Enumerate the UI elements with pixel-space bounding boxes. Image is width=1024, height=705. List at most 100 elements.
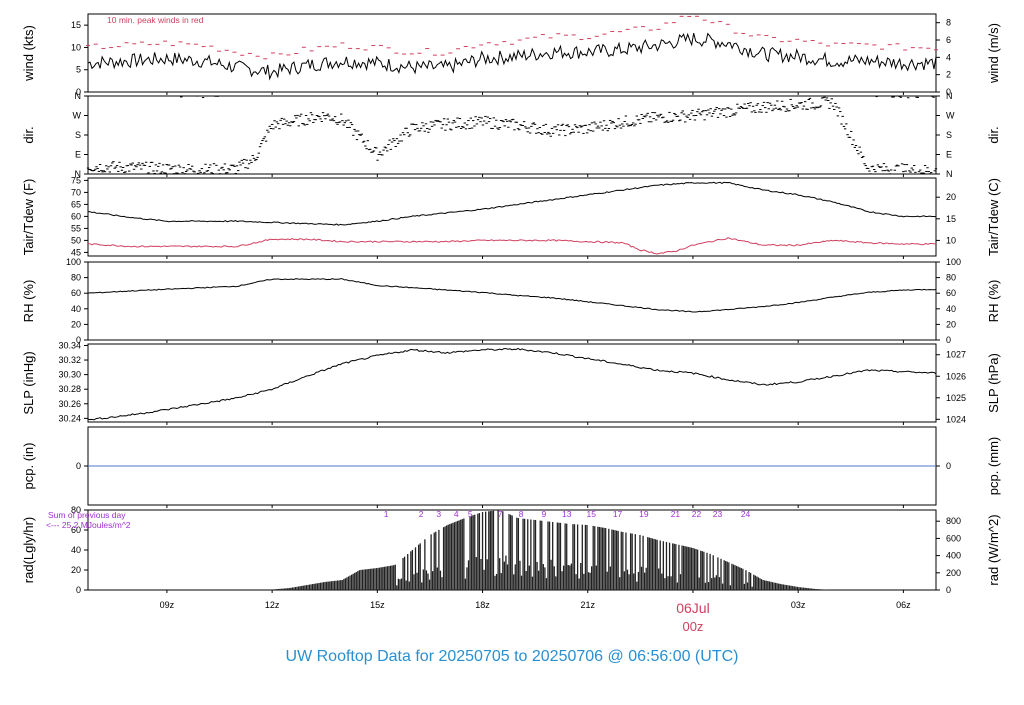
temp-air-series xyxy=(87,181,937,226)
slp-right-tick-label: 1027 xyxy=(946,350,966,360)
rad-hour-label: 2 xyxy=(419,509,424,519)
rad-left-tick-label: 20 xyxy=(71,565,81,575)
dir-left-tick-label: S xyxy=(75,130,81,140)
x-tick-label: 15z xyxy=(370,600,385,610)
temp-left-tick-label: 45 xyxy=(71,247,81,257)
wind-ylabel-left: wind (kts) xyxy=(21,25,36,82)
dir-right-tick-label: W xyxy=(946,111,955,121)
wind-left-tick-label: 15 xyxy=(71,20,81,30)
rad-right-tick-label: 600 xyxy=(946,533,961,543)
wind-right-tick-label: 8 xyxy=(946,18,951,28)
rad-right-tick-label: 0 xyxy=(946,585,951,595)
rad-hour-label: 21 xyxy=(671,509,681,519)
pcp-ylabel-right: pcp. (mm) xyxy=(986,437,1001,496)
rad-left-tick-label: 80 xyxy=(71,505,81,515)
rh-left-tick-label: 60 xyxy=(71,288,81,298)
rad-hour-label: 3 xyxy=(436,509,441,519)
dir-right-tick-label: N xyxy=(946,169,953,179)
rad-left-tick-label: 0 xyxy=(76,585,81,595)
x-tick-label: 09z xyxy=(160,600,175,610)
rh-right-tick-label: 0 xyxy=(946,335,951,345)
x-tick-label: 18z xyxy=(475,600,490,610)
rad-hour-label: 4 xyxy=(454,509,459,519)
rad-hour-label: 13 xyxy=(562,509,572,519)
temp-right-tick-label: 20 xyxy=(946,192,956,202)
page-title: UW Rooftop Data for 20250705 to 20250706… xyxy=(285,648,739,665)
dir-left-tick-label: N xyxy=(75,169,82,179)
rad-hour-label: 9 xyxy=(542,509,547,519)
slp-ylabel-left: SLP (inHg) xyxy=(21,351,36,414)
slp-right-tick-label: 1025 xyxy=(946,393,966,403)
wind-speed-series xyxy=(87,32,937,81)
rh-ylabel-left: RH (%) xyxy=(21,280,36,323)
pcp-ylabel-left: pcp. (in) xyxy=(21,443,36,490)
wind-right-tick-label: 0 xyxy=(946,87,951,97)
x-tick-label: 12z xyxy=(265,600,280,610)
slp-left-tick-label: 30.28 xyxy=(58,384,81,394)
x-tick-label: 06z xyxy=(896,600,911,610)
rad-hour-label: 7 xyxy=(498,509,503,519)
slp-frame xyxy=(87,343,937,423)
temp-left-tick-label: 70 xyxy=(71,187,81,197)
x-tick-label: 03z xyxy=(791,600,806,610)
pcp-right-tick-label: 0 xyxy=(946,461,951,471)
dir-right-tick-label: N xyxy=(946,91,953,101)
rad-left-tick-label: 40 xyxy=(71,545,81,555)
temp-dew-series xyxy=(87,237,937,255)
dir-left-tick-label: N xyxy=(75,91,82,101)
dir-right-tick-label: E xyxy=(946,150,952,160)
rh-left-tick-label: 0 xyxy=(76,335,81,345)
slp-left-tick-label: 30.30 xyxy=(58,370,81,380)
rad-note-line2: <--- 25.2 MJoules/m^2 xyxy=(46,520,131,530)
temp-ylabel-left: Tair/Tdew (F) xyxy=(21,179,36,256)
dir-ylabel-left: dir. xyxy=(21,126,36,143)
wind-right-tick-label: 4 xyxy=(946,52,951,62)
dir-frame xyxy=(87,95,937,175)
wind-frame xyxy=(87,13,937,93)
temp-left-tick-label: 65 xyxy=(71,199,81,209)
rh-right-tick-label: 80 xyxy=(946,273,956,283)
rh-left-tick-label: 40 xyxy=(71,304,81,314)
wind-ylabel-right: wind (m/s) xyxy=(986,23,1001,84)
wind-left-tick-label: 10 xyxy=(71,42,81,52)
slp-left-tick-label: 30.32 xyxy=(58,355,81,365)
wind-annotation: 10 min. peak winds in red xyxy=(107,15,204,25)
wind-left-tick-label: 0 xyxy=(76,87,81,97)
rad-note-line1: Sum of previous day xyxy=(48,510,126,520)
rad-hour-label: 23 xyxy=(713,509,723,519)
slp-left-tick-label: 30.26 xyxy=(58,399,81,409)
temp-left-tick-label: 75 xyxy=(71,175,81,185)
pcp-left-tick-label: 0 xyxy=(76,461,81,471)
rh-right-tick-label: 60 xyxy=(946,288,956,298)
rad-hour-label: 1 xyxy=(384,509,389,519)
rh-left-tick-label: 100 xyxy=(66,257,81,267)
slp-left-tick-label: 30.34 xyxy=(58,340,81,350)
dir-left-tick-label: W xyxy=(73,111,82,121)
rad-right-tick-label: 200 xyxy=(946,568,961,578)
rad-ylabel-left: rad(Lgly/hr) xyxy=(21,517,36,583)
slp-right-tick-label: 1024 xyxy=(946,414,966,424)
temp-frame xyxy=(87,177,937,257)
dir-right-tick-label: S xyxy=(946,130,952,140)
slp-left-tick-label: 30.24 xyxy=(58,413,81,423)
temp-right-tick-label: 10 xyxy=(946,235,956,245)
dir-left-tick-label: E xyxy=(75,150,81,160)
x-day-marker: 06Jul xyxy=(676,600,709,616)
rh-left-tick-label: 80 xyxy=(71,273,81,283)
wind-left-tick-label: 5 xyxy=(76,65,81,75)
rad-hour-label: 22 xyxy=(692,509,702,519)
x-day-marker-time: 00z xyxy=(682,619,703,634)
dir-ylabel-right: dir. xyxy=(986,126,1001,143)
rad-hour-label: 8 xyxy=(519,509,524,519)
rad-hour-label: 5 xyxy=(468,509,473,519)
rad-right-tick-label: 800 xyxy=(946,516,961,526)
rh-frame xyxy=(87,261,937,341)
rad-hour-label: 24 xyxy=(741,509,751,519)
temp-ylabel-right: Tair/Tdew (C) xyxy=(986,178,1001,256)
slp-right-tick-label: 1026 xyxy=(946,371,966,381)
temp-right-tick-label: 15 xyxy=(946,214,956,224)
rad-right-tick-label: 400 xyxy=(946,551,961,561)
rad-hour-label: 17 xyxy=(613,509,623,519)
